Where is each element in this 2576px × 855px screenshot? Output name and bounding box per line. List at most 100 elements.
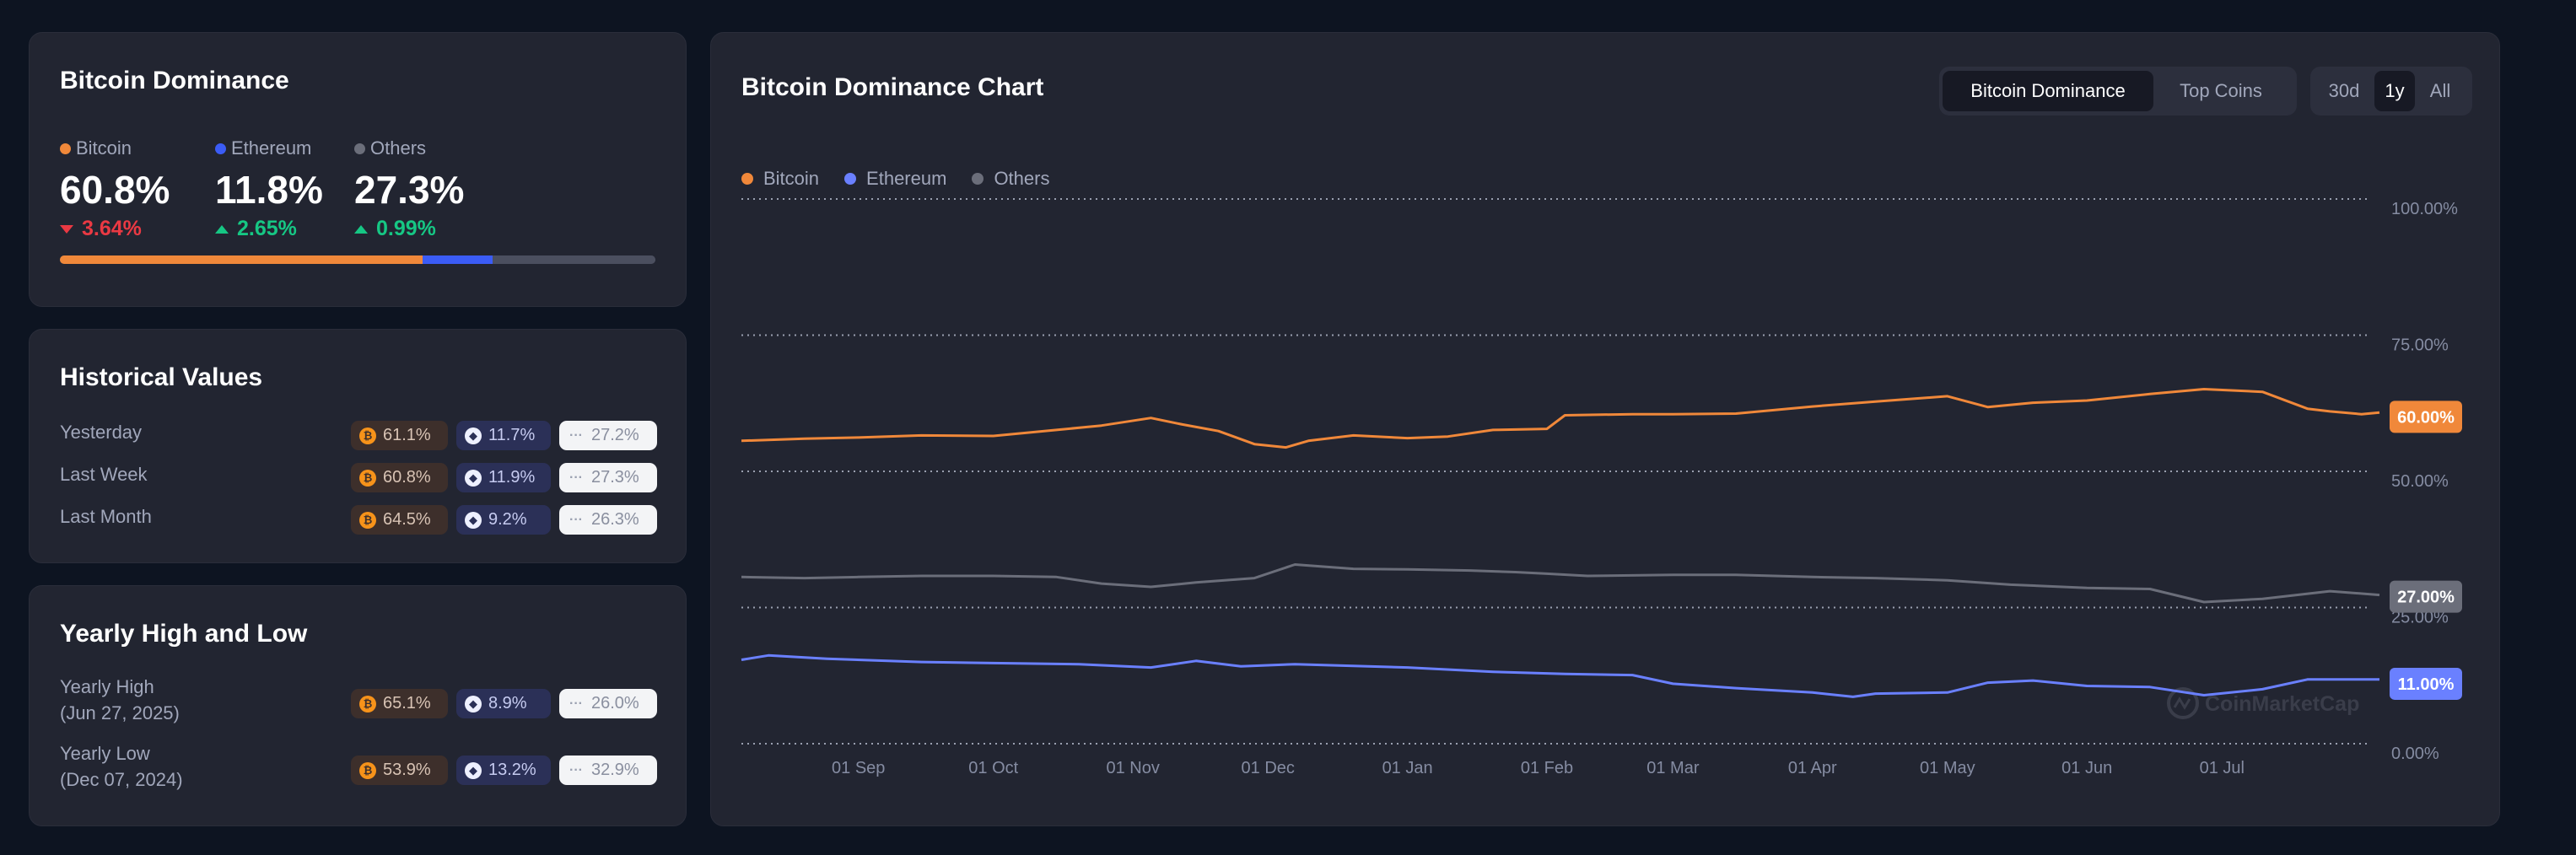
bitcoin-value-pill: ₿ 64.5% bbox=[351, 505, 448, 535]
more-dots-icon: ··· bbox=[569, 696, 583, 711]
ethereum-icon: ◆ bbox=[465, 469, 482, 487]
more-dots-icon: ··· bbox=[569, 762, 583, 777]
badge-text: 60.00% bbox=[2397, 408, 2455, 427]
series-line-others[interactable] bbox=[741, 563, 2380, 604]
more-dots-icon: ··· bbox=[569, 470, 583, 485]
dominance-others-label: Others bbox=[370, 137, 427, 159]
dominance-others-value: 27.3% bbox=[354, 168, 465, 212]
current-value-badge-ethereum: 11.00% bbox=[2390, 667, 2462, 700]
ethereum-value-pill: ◆ 8.9% bbox=[456, 689, 551, 718]
yearly-row: ₿ 65.1% ◆ 8.9% ··· 26.0% bbox=[351, 689, 657, 718]
badge-background bbox=[2390, 667, 2462, 700]
ethereum-value-pill: ◆ 9.2% bbox=[456, 505, 551, 535]
ethereum-value-pill: ◆ 13.2% bbox=[456, 756, 551, 785]
ethereum-icon: ◆ bbox=[465, 695, 482, 712]
ethereum-icon: ◆ bbox=[465, 427, 482, 444]
bitcoin-value-pill: ₿ 65.1% bbox=[351, 689, 448, 718]
x-tick-label: 01 Dec bbox=[1242, 759, 1295, 777]
historical-row: ₿ 60.8% ◆ 11.9% ··· 27.3% bbox=[351, 463, 657, 492]
dominance-line-chart[interactable]: CoinMarketCap 01 Sep 01 Oct 01 Nov 01 Dec 01… bbox=[711, 33, 2501, 827]
chart-type-tabs: Bitcoin Dominance Top Coins bbox=[1939, 67, 2297, 116]
range-30d[interactable]: 30d bbox=[2328, 80, 2360, 101]
x-tick-label: 01 Mar bbox=[1646, 759, 1700, 777]
others-dot-icon bbox=[354, 142, 365, 154]
chart-card: Bitcoin Dominance Chart Bitcoin Dominanc… bbox=[710, 32, 2500, 826]
dominance-bar-others bbox=[493, 255, 655, 264]
y-axis-ticks: 100.00% 75.00% 50.00% 25.00% 0.00% bbox=[2391, 200, 2458, 763]
historical-row-label: Yesterday bbox=[60, 422, 143, 443]
current-value-badge-others: 27.00% bbox=[2390, 580, 2462, 613]
x-tick-label: 01 Apr bbox=[1788, 759, 1837, 777]
ethereum-icon: ◆ bbox=[465, 511, 482, 529]
ethereum-value-pill: ◆ 11.9% bbox=[456, 463, 551, 492]
tab-bitcoin-dominance[interactable]: Bitcoin Dominance bbox=[1943, 71, 2153, 111]
bitcoin-dot-icon bbox=[60, 142, 71, 154]
x-axis-ticks: 01 Sep 01 Oct 01 Nov 01 Dec 01 Jan 01 Feb 01 M… bbox=[832, 759, 2245, 777]
time-range-tabs: 30d 1y All bbox=[2310, 67, 2472, 116]
dominance-ethereum: Ethereum 11.8% 2.65% bbox=[215, 137, 323, 241]
bitcoin-icon: ₿ bbox=[359, 427, 376, 444]
badge-text: 27.00% bbox=[2397, 589, 2455, 607]
historical-title: Historical Values bbox=[60, 363, 263, 391]
dominance-bar-ethereum bbox=[422, 255, 493, 264]
bitcoin-icon: ₿ bbox=[359, 469, 376, 487]
dominance-ethereum-label: Ethereum bbox=[231, 137, 312, 159]
yearly-high-label: Yearly High (Jun 27, 2025) bbox=[60, 674, 180, 726]
bitcoin-value-pill: ₿ 60.8% bbox=[351, 463, 448, 492]
dominance-share-bar bbox=[60, 255, 655, 264]
badge-background bbox=[2390, 580, 2462, 613]
current-value-badge-bitcoin: 60.00% bbox=[2390, 401, 2462, 433]
legend-bitcoin[interactable]: Bitcoin bbox=[741, 168, 819, 190]
bitcoin-icon: ₿ bbox=[359, 511, 376, 529]
caret-up-icon bbox=[215, 224, 229, 234]
more-dots-icon: ··· bbox=[569, 428, 583, 443]
yearly-row: ₿ 53.9% ◆ 13.2% ··· 32.9% bbox=[351, 756, 657, 785]
dominance-others: Others 27.3% 0.99% bbox=[354, 137, 464, 241]
others-value-pill: ··· 26.0% bbox=[559, 689, 657, 718]
bitcoin-dot-icon bbox=[741, 173, 753, 185]
ethereum-dot-icon bbox=[844, 173, 857, 185]
watermark-text: CoinMarketCap bbox=[2205, 692, 2359, 716]
x-tick-label: 01 May bbox=[1920, 759, 1975, 777]
others-dot-icon bbox=[972, 173, 984, 185]
dominance-ethereum-value: 11.8% bbox=[215, 168, 323, 212]
y-tick-label: 100.00% bbox=[2391, 200, 2458, 218]
dominance-ethereum-change: 2.65% bbox=[237, 217, 297, 240]
dominance-bitcoin-label: Bitcoin bbox=[76, 137, 132, 159]
others-value-pill: ··· 32.9% bbox=[559, 756, 657, 785]
badge-background bbox=[2390, 401, 2462, 433]
caret-up-icon bbox=[354, 224, 368, 234]
y-tick-label: 75.00% bbox=[2391, 336, 2449, 355]
chart-legend: Bitcoin Ethereum Others bbox=[741, 168, 1049, 190]
tab-top-coins[interactable]: Top Coins bbox=[2180, 80, 2262, 101]
more-dots-icon: ··· bbox=[569, 512, 583, 527]
legend-others[interactable]: Others bbox=[972, 168, 1049, 190]
ethereum-value-pill: ◆ 11.7% bbox=[456, 421, 551, 450]
x-tick-label: 01 Feb bbox=[1521, 759, 1573, 777]
yearly-low-date: (Dec 07, 2024) bbox=[60, 769, 183, 790]
yearly-high-date: (Jun 27, 2025) bbox=[60, 702, 180, 723]
range-1y[interactable]: 1y bbox=[2374, 71, 2415, 111]
x-tick-label: 01 Jan bbox=[1382, 759, 1433, 777]
historical-row: ₿ 64.5% ◆ 9.2% ··· 26.3% bbox=[351, 505, 657, 535]
dominance-bitcoin-change: 3.64% bbox=[82, 217, 142, 240]
x-tick-label: 01 Jul bbox=[2200, 759, 2245, 777]
range-all[interactable]: All bbox=[2429, 80, 2451, 101]
y-tick-label: 0.00% bbox=[2391, 745, 2439, 763]
historical-row: ₿ 61.1% ◆ 11.7% ··· 27.2% bbox=[351, 421, 657, 450]
series-line-bitcoin[interactable] bbox=[741, 388, 2380, 449]
bitcoin-value-pill: ₿ 61.1% bbox=[351, 421, 448, 450]
legend-ethereum[interactable]: Ethereum bbox=[844, 168, 946, 190]
historical-card: Historical Values Yesterday ₿ 61.1% ◆ 11.7… bbox=[29, 329, 687, 563]
ethereum-dot-icon bbox=[215, 142, 226, 154]
bitcoin-icon: ₿ bbox=[359, 761, 376, 779]
dominance-bar-bitcoin bbox=[60, 255, 423, 264]
caret-down-icon bbox=[60, 224, 73, 234]
dominance-card: Bitcoin Dominance Bitcoin 60.8% 3.64% Et… bbox=[29, 32, 687, 307]
historical-row-label: Last Month bbox=[60, 506, 152, 527]
others-value-pill: ··· 27.2% bbox=[559, 421, 657, 450]
series-line-ethereum[interactable] bbox=[741, 653, 2379, 698]
x-tick-label: 01 Oct bbox=[968, 759, 1018, 777]
x-tick-label: 01 Nov bbox=[1106, 759, 1159, 777]
